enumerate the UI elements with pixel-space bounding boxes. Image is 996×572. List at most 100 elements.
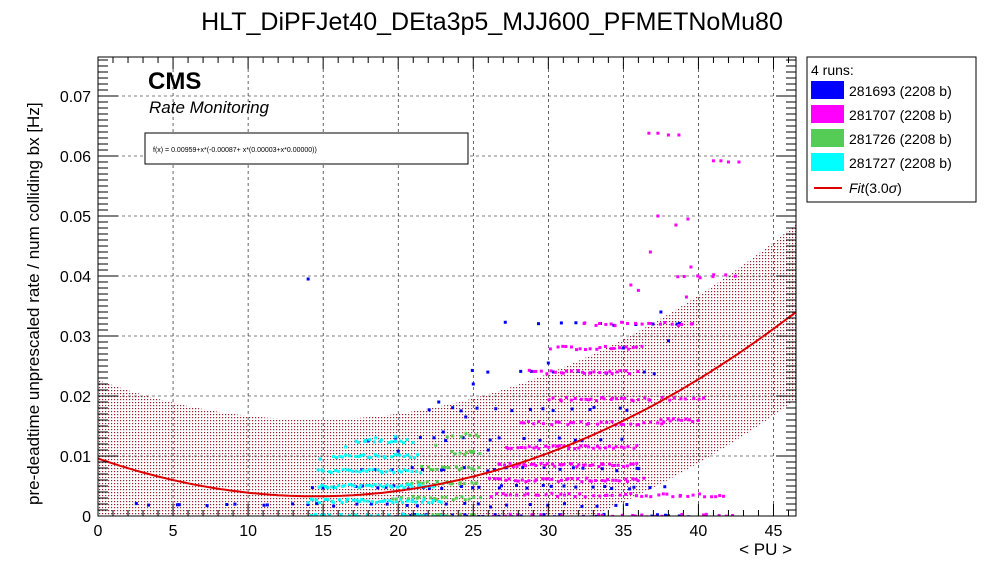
data-point xyxy=(588,463,592,467)
data-point xyxy=(410,516,413,519)
data-point xyxy=(719,159,723,163)
data-point xyxy=(684,295,688,299)
data-point xyxy=(347,483,351,487)
legend: 4 runs: 281693 (2208 b) 281707 (2208 b) 28… xyxy=(806,56,977,203)
data-point xyxy=(546,361,550,365)
data-point xyxy=(348,454,352,458)
data-point xyxy=(373,467,377,471)
data-point xyxy=(634,494,638,498)
data-point xyxy=(439,514,443,516)
data-point xyxy=(498,477,502,481)
data-point xyxy=(588,407,592,411)
data-point xyxy=(425,514,429,516)
data-point xyxy=(541,483,545,487)
data-point xyxy=(341,484,345,488)
data-point xyxy=(534,478,538,482)
data-point xyxy=(588,479,592,483)
data-point xyxy=(471,486,475,490)
data-point xyxy=(635,443,639,447)
data-point xyxy=(402,512,406,516)
data-point xyxy=(546,503,550,507)
data-point xyxy=(559,514,563,516)
data-point xyxy=(636,423,640,427)
data-point xyxy=(578,492,582,496)
data-point xyxy=(357,486,361,490)
data-point xyxy=(422,498,426,502)
data-point xyxy=(636,479,640,483)
x-axis: 0 5 10 15 20 25 30 35 40 45 xyxy=(94,57,789,540)
data-point xyxy=(570,407,574,411)
data-point xyxy=(458,512,462,516)
data-point xyxy=(470,467,474,471)
data-point xyxy=(504,514,508,516)
data-point xyxy=(583,348,587,352)
data-point xyxy=(464,431,468,435)
data-point xyxy=(657,493,661,497)
data-point xyxy=(592,494,596,498)
data-point xyxy=(559,492,563,496)
data-point xyxy=(395,453,399,457)
data-point xyxy=(508,493,512,497)
data-point xyxy=(332,504,336,508)
data-point xyxy=(431,499,435,503)
data-point xyxy=(550,423,554,427)
data-point xyxy=(579,397,583,401)
data-point xyxy=(610,493,614,497)
data-point xyxy=(527,445,531,449)
data-point xyxy=(416,480,420,484)
data-point xyxy=(463,482,467,486)
data-point xyxy=(634,321,638,325)
data-point xyxy=(613,463,617,467)
data-point xyxy=(649,420,653,424)
data-point xyxy=(592,446,596,450)
data-point xyxy=(450,513,454,516)
data-point xyxy=(504,478,508,482)
data-point xyxy=(629,491,633,495)
data-point xyxy=(399,439,403,443)
data-point xyxy=(351,498,355,502)
data-point xyxy=(608,462,612,466)
data-point xyxy=(489,495,493,499)
data-point xyxy=(474,433,478,437)
data-point xyxy=(611,464,615,468)
data-point xyxy=(306,501,310,505)
data-point xyxy=(561,344,565,348)
data-point xyxy=(632,485,636,489)
data-point xyxy=(523,446,527,450)
data-point xyxy=(437,400,441,404)
data-point xyxy=(369,514,373,516)
data-point xyxy=(463,501,467,505)
data-point xyxy=(413,513,417,516)
data-point xyxy=(581,466,585,470)
data-point xyxy=(563,493,567,497)
data-point xyxy=(406,469,410,473)
data-point xyxy=(666,339,670,343)
data-point xyxy=(435,480,439,484)
data-point xyxy=(508,512,512,516)
data-point xyxy=(660,422,664,426)
data-point xyxy=(369,455,373,459)
data-point xyxy=(337,498,341,502)
legend-series-label: 281727 (2208 b) xyxy=(849,155,952,171)
data-point xyxy=(650,514,654,516)
data-point xyxy=(489,505,493,509)
data-point xyxy=(440,487,444,491)
data-point xyxy=(337,483,341,487)
data-point xyxy=(472,513,476,516)
data-point xyxy=(450,449,454,453)
data-point xyxy=(321,469,325,473)
chart-title: HLT_DiPFJet40_DEta3p5_MJJ600_PFMETNoMu80 xyxy=(201,8,783,36)
x-tick-label: 25 xyxy=(464,523,482,540)
data-point xyxy=(521,466,525,470)
data-point xyxy=(600,467,604,471)
data-point xyxy=(516,479,520,483)
data-point xyxy=(737,160,741,164)
data-point xyxy=(578,347,582,351)
data-point xyxy=(637,467,641,471)
data-point xyxy=(370,500,374,504)
data-point xyxy=(539,461,543,465)
data-point xyxy=(411,441,415,445)
data-point xyxy=(626,445,630,449)
data-point xyxy=(591,463,595,467)
data-point xyxy=(546,477,550,481)
